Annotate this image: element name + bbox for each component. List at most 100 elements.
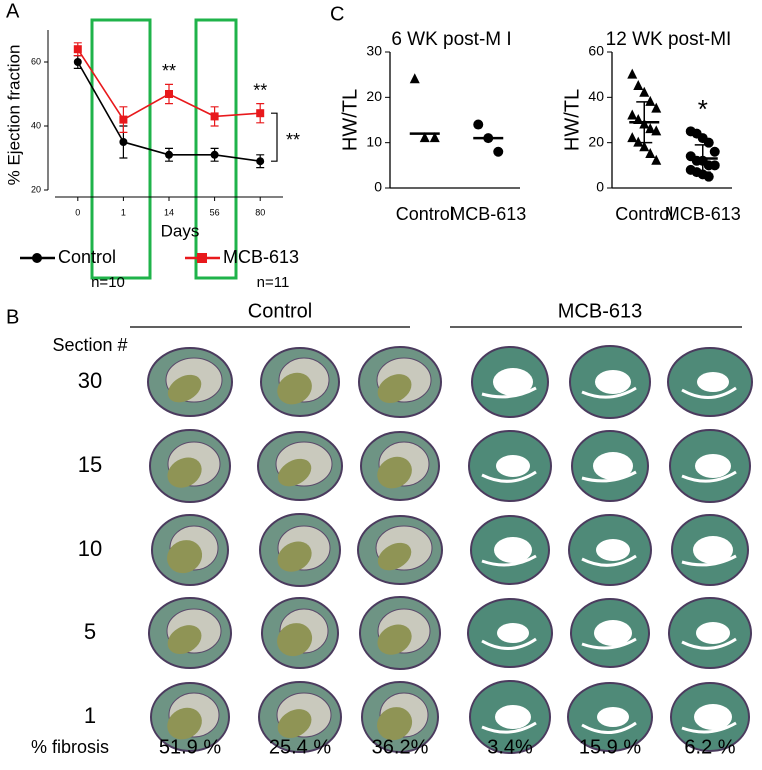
tissue-section — [567, 682, 653, 752]
marker — [119, 138, 128, 146]
group-header: Control — [248, 300, 312, 322]
tissue-section — [571, 430, 649, 502]
tissue-scar — [277, 541, 312, 572]
tissue-cleft — [581, 554, 637, 567]
marker — [32, 253, 42, 263]
x-tick-label: 1 — [121, 207, 126, 217]
tissue-cleft — [681, 637, 737, 650]
y-tick-label: 40 — [588, 88, 604, 104]
y-tick-label: 30 — [366, 43, 382, 59]
tissue-lumen — [594, 620, 632, 646]
x-tick-label: 0 — [75, 207, 80, 217]
tissue-cleft — [681, 554, 737, 567]
y-tick-label: 0 — [596, 179, 604, 195]
tissue-cleft — [481, 637, 537, 650]
tissue-cleft — [481, 721, 537, 734]
marker — [639, 141, 650, 152]
x-tick-label: MCB-613 — [450, 204, 526, 224]
x-tick-label: Control — [615, 204, 673, 224]
tissue-scar — [277, 623, 313, 657]
marker — [165, 90, 173, 98]
tissue-lumen — [497, 623, 529, 643]
marker — [165, 150, 173, 159]
y-axis-label: HW/TL — [339, 89, 361, 151]
tissue-scar — [277, 372, 312, 405]
x-tick-label: MCB-613 — [665, 204, 741, 224]
tissue-section — [358, 346, 442, 418]
tissue-scar — [377, 456, 412, 489]
tissue-lumen — [695, 454, 731, 478]
fibrosis-value: 51.9 % — [159, 736, 221, 758]
tissue-section — [150, 682, 230, 752]
panel-label: A — [6, 0, 20, 22]
tissue-section — [667, 347, 753, 417]
tissue-section — [151, 514, 229, 586]
fibrosis-value: 15.9 % — [579, 736, 641, 758]
marker — [627, 132, 638, 143]
tissue-lumen — [595, 370, 631, 394]
marker — [493, 146, 504, 157]
marker — [651, 154, 662, 165]
tissue-cleft — [681, 721, 737, 734]
y-axis-label: % Ejection fraction — [4, 45, 23, 186]
marker — [73, 58, 82, 66]
marker — [639, 86, 650, 97]
fibrosis-value: 6.2 % — [684, 736, 735, 758]
tissue-section — [470, 515, 550, 585]
x-tick-label: 80 — [255, 207, 265, 217]
marker — [633, 80, 644, 90]
tissue-section — [670, 682, 750, 752]
tissue-cleft — [681, 386, 737, 399]
marker — [473, 119, 484, 130]
legend-label: Control — [58, 247, 116, 267]
row-label: 10 — [78, 536, 102, 561]
annotation: ** — [162, 61, 176, 81]
tissue-section — [568, 514, 652, 586]
x-axis-label: Days — [161, 221, 200, 240]
marker — [256, 157, 265, 166]
tissue-scar — [167, 625, 202, 655]
error-bar — [636, 101, 653, 144]
marker — [419, 132, 430, 143]
tissue-section — [258, 681, 342, 753]
marker — [651, 102, 662, 113]
marker — [645, 148, 656, 158]
tissue-section — [669, 429, 751, 503]
highlight-box — [194, 18, 238, 280]
highlight-box — [90, 18, 152, 280]
tissue-scar — [277, 458, 312, 487]
marker — [645, 123, 656, 134]
tissue-scar — [167, 374, 202, 403]
y-tick-label: 20 — [366, 88, 382, 104]
row-label: 1 — [84, 703, 96, 728]
tissue-lumen — [596, 539, 630, 561]
marker — [627, 68, 638, 79]
legend-label: MCB-613 — [223, 247, 299, 267]
tissue-scar — [377, 374, 412, 404]
tissue-scar — [167, 707, 202, 740]
tissue-scar — [377, 542, 412, 571]
row-label: 15 — [78, 452, 102, 477]
marker — [197, 253, 207, 263]
tissue-section — [360, 431, 440, 501]
x-tick-label: 56 — [210, 207, 220, 217]
marker — [651, 125, 662, 136]
tissue-lumen — [696, 622, 730, 644]
row-header: Section # — [52, 335, 127, 355]
panel-label: B — [6, 306, 19, 328]
bracket-label: ** — [286, 130, 300, 150]
marker — [256, 109, 265, 118]
y-tick-label: 60 — [31, 56, 41, 66]
y-tick-label: 0 — [374, 179, 382, 195]
tissue-scar — [277, 709, 312, 739]
y-tick-label: 10 — [366, 133, 382, 149]
row-label: 5 — [84, 619, 96, 644]
marker — [210, 112, 219, 121]
tissue-section — [257, 431, 343, 501]
tissue-lumen — [496, 455, 530, 477]
legend-n: n=10 — [91, 274, 125, 291]
marker — [119, 115, 128, 124]
tissue-cleft — [481, 554, 537, 567]
marker — [703, 171, 714, 182]
